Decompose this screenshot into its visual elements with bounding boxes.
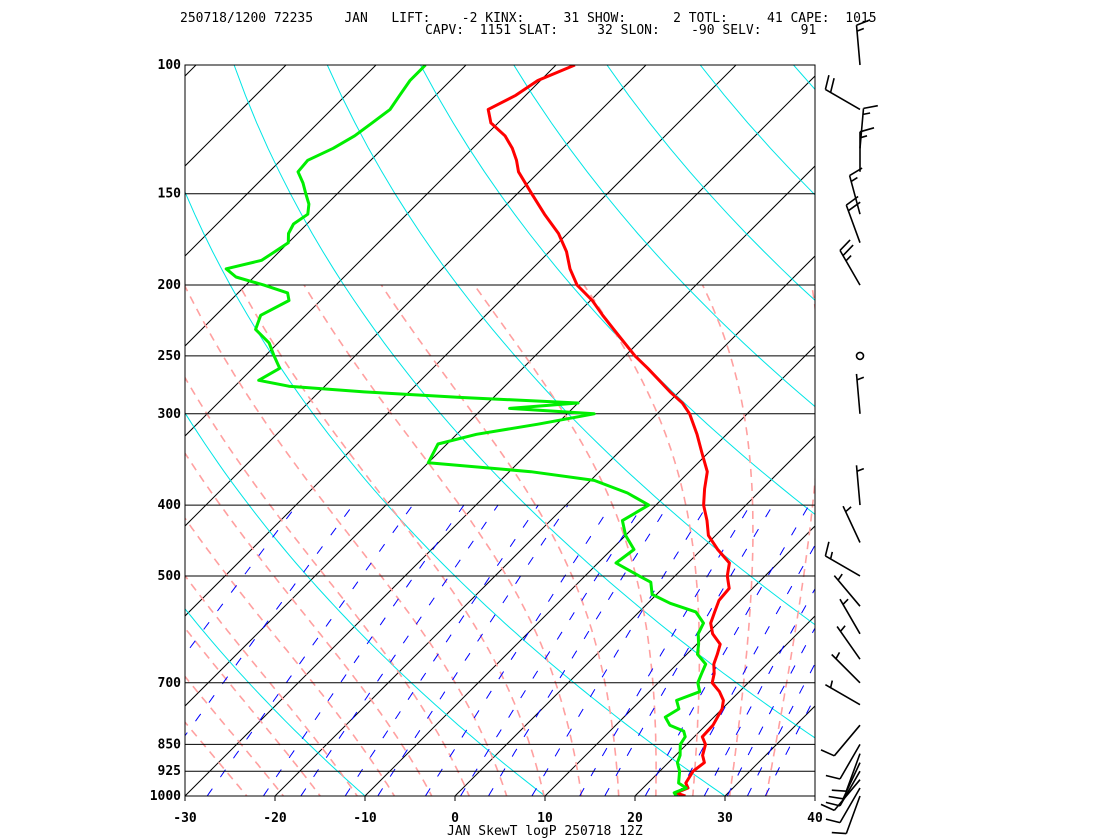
isotherm-line bbox=[454, 435, 815, 796]
pressure-tick-label: 100 bbox=[158, 58, 182, 73]
moist-adiabat bbox=[185, 451, 433, 796]
dry-adiabat bbox=[856, 32, 1120, 796]
pressure-tick-label: 300 bbox=[158, 407, 182, 422]
temperature-tick-label: 20 bbox=[627, 811, 643, 826]
mixing-ratio-line bbox=[764, 695, 815, 796]
temperature-trace bbox=[486, 65, 731, 796]
moist-adiabat bbox=[185, 721, 248, 796]
pressure-tick-label: 250 bbox=[158, 349, 182, 364]
chart-footer: JAN SkewT logP 250718 12Z bbox=[447, 824, 643, 839]
pressure-tick-label: 700 bbox=[158, 676, 182, 691]
wind-barb bbox=[831, 753, 861, 792]
isotherm-line bbox=[185, 65, 287, 167]
wind-barb bbox=[831, 652, 861, 684]
wind-barb bbox=[839, 598, 861, 635]
pressure-tick-label: 1000 bbox=[150, 789, 181, 804]
temperature-tick-label: -20 bbox=[263, 811, 287, 826]
mixing-ratio-line bbox=[726, 627, 815, 796]
isotherm-line bbox=[0, 32, 49, 796]
wind-barb bbox=[831, 795, 861, 835]
isotherm-line bbox=[634, 615, 815, 796]
wind-barb bbox=[828, 762, 861, 800]
mixing-ratio-line bbox=[604, 504, 774, 796]
moist-adiabat bbox=[701, 284, 754, 796]
temperature-tick-labels: -30 -20 -10 0 10 20 30 40 bbox=[173, 796, 823, 826]
pressure-tick-label: 500 bbox=[158, 569, 182, 584]
dry-adiabat bbox=[513, 65, 815, 408]
moist-adiabat bbox=[185, 626, 322, 796]
isotherm-line bbox=[185, 65, 467, 347]
header-line-1: 250718/1200 72235 JAN LIFT: -2 KINX: 31 … bbox=[180, 11, 877, 26]
temperature-tick-label: 0 bbox=[451, 811, 459, 826]
moist-adiabat bbox=[583, 284, 701, 796]
wind-barb bbox=[855, 19, 871, 66]
dry-adiabat bbox=[185, 190, 726, 796]
moist-adiabat bbox=[185, 516, 396, 796]
wind-barb bbox=[824, 75, 861, 111]
wind-barb bbox=[848, 167, 863, 215]
dry-adiabat bbox=[185, 412, 546, 796]
dry-adiabat bbox=[326, 65, 815, 626]
plot-frame bbox=[184, 64, 816, 797]
isotherm-line bbox=[0, 32, 139, 796]
pressure-tick-label: 850 bbox=[158, 737, 182, 752]
temperature-tick-label: -30 bbox=[173, 811, 197, 826]
dry-adiabat bbox=[233, 65, 815, 739]
isotherm-line bbox=[185, 65, 377, 257]
moist-adiabat bbox=[303, 284, 583, 796]
moist-adiabat bbox=[185, 675, 285, 796]
wind-barb bbox=[824, 541, 861, 577]
wind-barb bbox=[825, 770, 861, 807]
pressure-tick-label: 150 bbox=[158, 187, 182, 202]
moist-adiabat bbox=[238, 284, 545, 796]
mixing-ratio-line bbox=[344, 504, 539, 796]
wind-barb bbox=[825, 743, 861, 780]
isotherm-line bbox=[544, 525, 815, 796]
moist-adiabat bbox=[185, 284, 508, 796]
wind-barbs bbox=[820, 19, 878, 835]
wind-barb bbox=[839, 239, 861, 286]
dewpoint-trace bbox=[224, 65, 708, 796]
mixing-ratio-line bbox=[377, 504, 569, 796]
mixing-ratio-line bbox=[185, 504, 298, 656]
temperature-tick-label: 40 bbox=[807, 811, 823, 826]
wind-barb bbox=[859, 127, 875, 172]
mixing-ratio-line bbox=[424, 504, 612, 796]
wind-barb bbox=[859, 104, 878, 149]
wind-barb bbox=[824, 680, 861, 706]
moist-adiabat bbox=[380, 284, 620, 796]
temperature-tick-label: -10 bbox=[353, 811, 377, 826]
pressure-tick-label: 200 bbox=[158, 278, 182, 293]
wind-barb bbox=[833, 573, 861, 607]
pressure-tick-label: 925 bbox=[158, 764, 181, 779]
moist-adiabat bbox=[185, 574, 359, 796]
mixing-ratio-line bbox=[488, 504, 669, 796]
dry-adiabat bbox=[185, 608, 366, 796]
wind-barb bbox=[825, 787, 861, 824]
calm-circle bbox=[855, 351, 865, 361]
mixing-ratio-line bbox=[579, 504, 751, 796]
wind-barb bbox=[820, 724, 861, 757]
wind-barb bbox=[842, 505, 861, 543]
wind-barb bbox=[845, 195, 861, 243]
wind-barb bbox=[855, 465, 865, 506]
traces bbox=[224, 65, 731, 796]
temperature-tick-label: 10 bbox=[537, 811, 553, 826]
dry-adiabat bbox=[792, 65, 815, 91]
temperature-tick-label: 30 bbox=[717, 811, 733, 826]
mixing-ratio-line bbox=[746, 662, 815, 796]
header-line-2: CAPV: 1151 SLAT: 32 SLON: -90 SELV: 91 bbox=[425, 23, 816, 38]
wind-barb bbox=[855, 373, 865, 414]
moist-adiabat bbox=[473, 284, 657, 796]
wind-barb bbox=[836, 625, 861, 660]
moist-adiabat bbox=[765, 284, 815, 796]
pressure-tick-label: 400 bbox=[158, 498, 182, 513]
pressure-tick-labels: 100 150 200 250 300 400 500 700 850 925 1000 bbox=[150, 58, 181, 804]
mixing-ratio-line bbox=[262, 504, 465, 796]
